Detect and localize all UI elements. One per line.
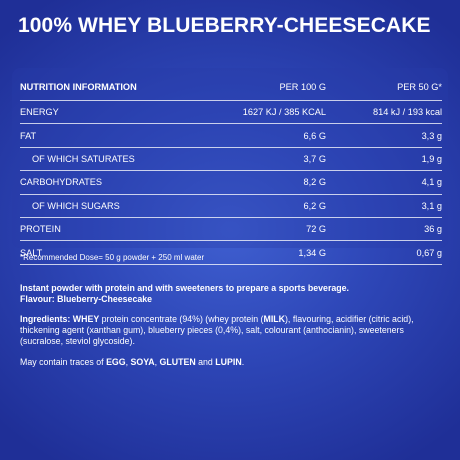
row-label: FAT xyxy=(20,130,37,141)
separator: , xyxy=(125,357,131,367)
row-protein: PROTEIN 72 G 36 g xyxy=(20,218,442,242)
nutrition-table-header: NUTRITION INFORMATION PER 100 G PER 50 G… xyxy=(20,74,442,101)
row-label: ENERGY xyxy=(20,107,59,118)
header-label: NUTRITION INFORMATION xyxy=(20,82,137,92)
value-per-50g: 1,9 g xyxy=(421,153,442,164)
allergen-egg: EGG xyxy=(106,357,126,367)
value-per-100g: 8,2 G xyxy=(303,177,326,188)
row-sugars: OF WHICH SUGARS 6,2 G 3,1 g xyxy=(20,195,442,218)
header-per-50g: PER 50 G* xyxy=(397,82,442,92)
row-energy: ENERGY 1627 KJ / 385 KCAL 814 kJ / 193 k… xyxy=(20,101,442,125)
row-saturates: OF WHICH SATURATES 3,7 G 1,9 g xyxy=(20,148,442,172)
header-per-100g: PER 100 G xyxy=(279,82,326,92)
value-per-50g: 3,3 g xyxy=(421,130,442,141)
value-per-50g: 0,67 g xyxy=(416,247,442,258)
period: . xyxy=(241,357,245,367)
flavour-line: Flavour: Blueberry-Cheesecake xyxy=(20,294,153,305)
row-label: OF WHICH SUGARS xyxy=(32,200,120,211)
nutrition-panel-background xyxy=(12,68,448,248)
row-label: SALT xyxy=(20,247,43,258)
dose-footnote: *Recommended Dose= 50 g powder + 250 ml … xyxy=(20,253,205,262)
value-per-100g: 1,34 G xyxy=(298,247,326,258)
value-per-50g: 36 g xyxy=(424,224,442,235)
value-per-50g: 4,1 g xyxy=(421,177,442,188)
nutrition-table: NUTRITION INFORMATION PER 100 G PER 50 G… xyxy=(20,74,442,265)
allergen-soya: SOYA xyxy=(130,357,155,367)
product-description: Instant powder with protein and with swe… xyxy=(20,283,440,305)
description-line: Instant powder with protein and with swe… xyxy=(20,283,349,293)
row-salt: SALT 1,34 G 0,67 g xyxy=(20,241,442,265)
allergen-traces: May contain traces of EGG, SOYA, GLUTEN … xyxy=(20,357,440,367)
ingredients-text: Ingredients: WHEY protein concentrate (9… xyxy=(20,314,445,348)
allergen-gluten: GLUTEN xyxy=(159,357,196,367)
allergen-milk: MILK xyxy=(263,314,286,324)
row-label: CARBOHYDRATES xyxy=(20,177,103,188)
product-title: 100% WHEY BLUEBERRY-CHEESECAKE xyxy=(18,14,431,37)
value-per-100g: 6,2 G xyxy=(303,200,326,211)
allergen-whey: WHEY xyxy=(72,314,100,324)
row-label: PROTEIN xyxy=(20,224,61,235)
value-per-50g: 3,1 g xyxy=(421,200,442,211)
ingredients-part-2: ), flavouring, acidifier (citric acid), … xyxy=(20,314,414,347)
value-per-100g: 1627 KJ / 385 KCAL xyxy=(242,107,326,118)
row-label: OF WHICH SATURATES xyxy=(32,153,135,164)
separator: , xyxy=(154,357,160,367)
allergen-lupin: LUPIN xyxy=(215,357,242,367)
conjunction: and xyxy=(195,357,216,367)
value-per-100g: 3,7 G xyxy=(303,153,326,164)
value-per-100g: 72 G xyxy=(306,224,326,235)
row-carbohydrates: CARBOHYDRATES 8,2 G 4,1 g xyxy=(20,171,442,195)
value-per-100g: 6,6 G xyxy=(303,130,326,141)
row-fat: FAT 6,6 G 3,3 g xyxy=(20,124,442,148)
traces-prefix: May contain traces of xyxy=(20,357,107,367)
ingredients-label: Ingredients: xyxy=(20,314,71,324)
value-per-50g: 814 kJ / 193 kcal xyxy=(373,107,442,118)
ingredients-part-1: protein concentrate (94%) (whey protein … xyxy=(99,314,264,324)
